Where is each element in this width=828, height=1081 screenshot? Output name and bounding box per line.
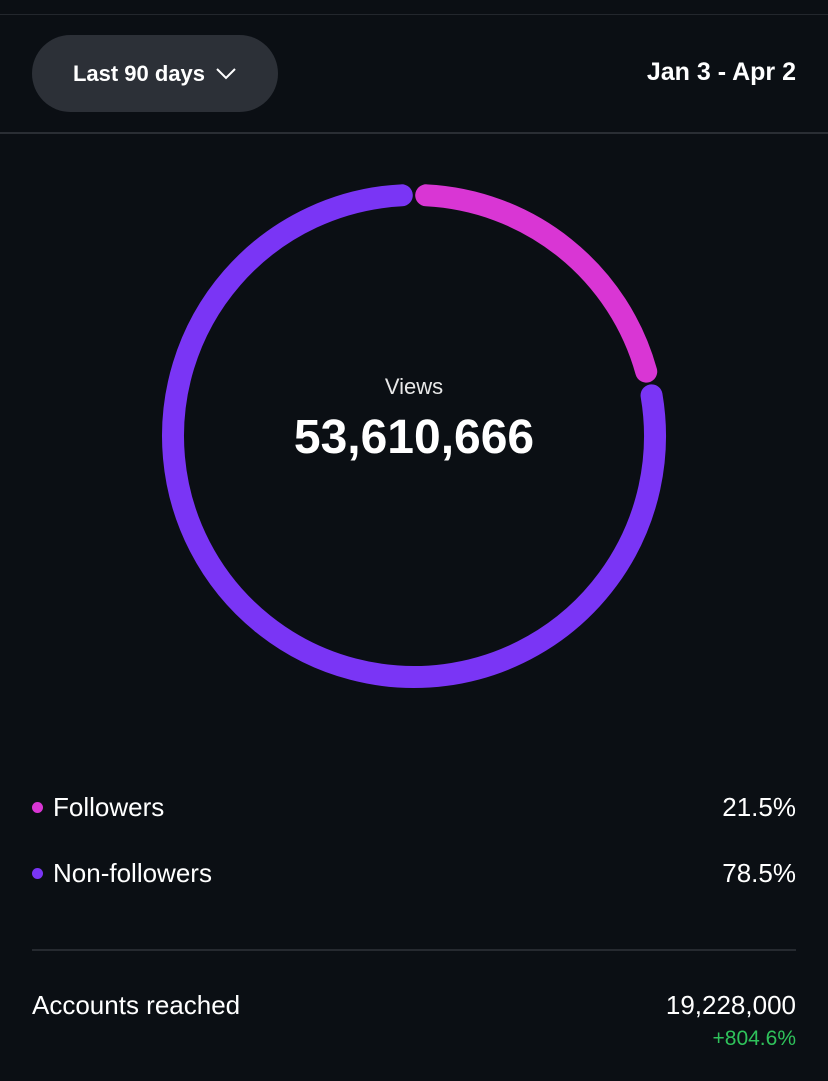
legend-label: Non-followers bbox=[53, 857, 212, 888]
non-followers-dot bbox=[32, 867, 43, 879]
views-label: Views bbox=[384, 374, 444, 399]
period-label: Last 90 days bbox=[72, 60, 206, 86]
top-divider bbox=[0, 14, 828, 15]
accounts-reached-change: +804.6% bbox=[712, 1027, 797, 1050]
followers-dot bbox=[32, 801, 43, 813]
donut-segment-followers bbox=[415, 184, 658, 383]
accounts-reached-value: 19,228,000 bbox=[665, 990, 796, 1020]
views-value: 53,610,666 bbox=[293, 411, 535, 464]
legend-percent: 21.5% bbox=[722, 791, 796, 822]
legend-item-non-followers: Non-followers 78.5% bbox=[32, 856, 796, 890]
chevron-down-icon bbox=[216, 67, 236, 79]
section-divider bbox=[32, 949, 796, 951]
legend-label: Followers bbox=[53, 791, 165, 822]
legend-item-followers: Followers 21.5% bbox=[32, 790, 796, 824]
period-dropdown[interactable]: Last 90 days bbox=[32, 35, 278, 112]
legend-percent: 78.5% bbox=[722, 857, 796, 888]
donut-chart bbox=[162, 184, 666, 688]
header-divider bbox=[0, 132, 828, 134]
accounts-reached-label: Accounts reached bbox=[32, 990, 241, 1020]
date-range: Jan 3 - Apr 2 bbox=[646, 58, 796, 86]
donut-segment-non-followers bbox=[162, 184, 666, 688]
